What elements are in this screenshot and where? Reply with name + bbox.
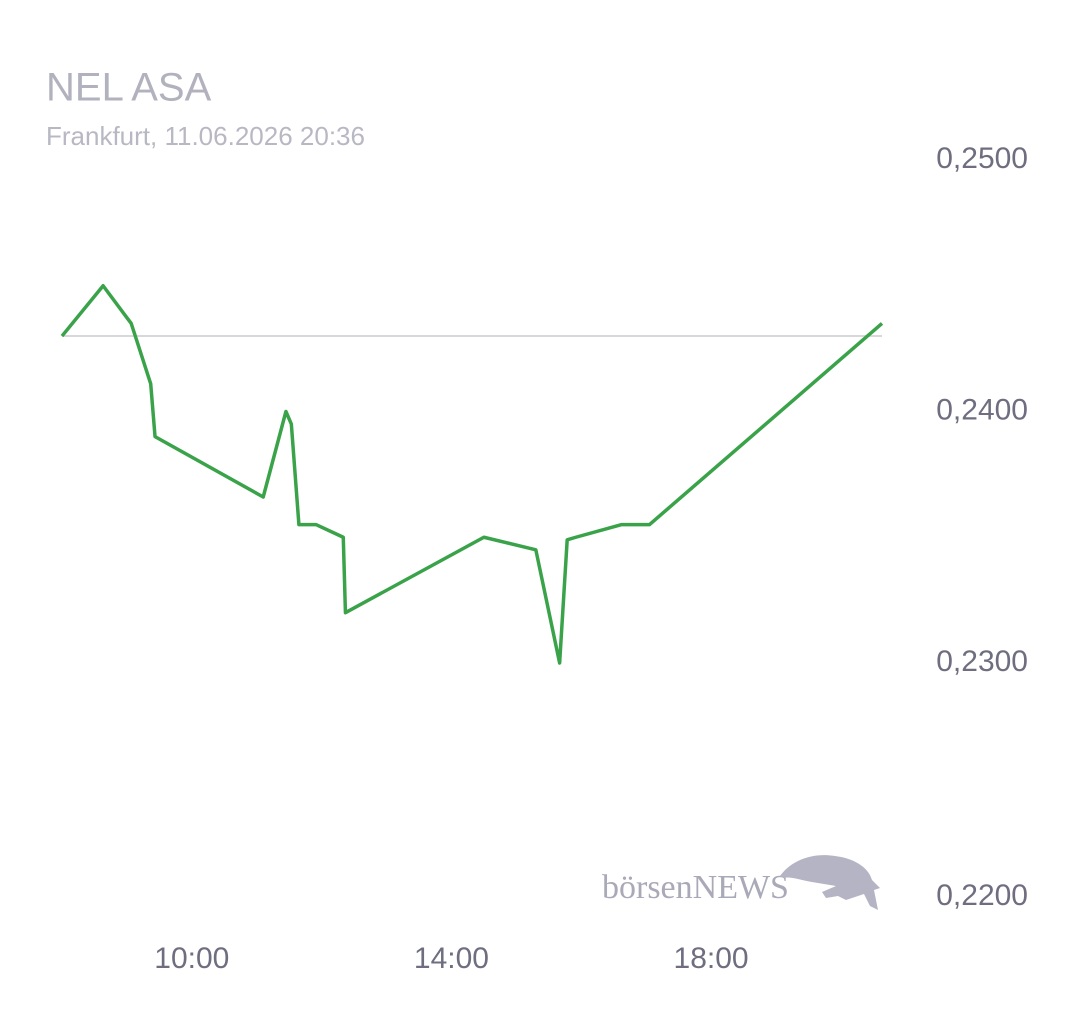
chart-subtitle: Frankfurt, 11.06.2026 20:36 — [46, 121, 365, 151]
chart-title: NEL ASA — [46, 66, 212, 110]
x-tick-label: 14:00 — [414, 942, 489, 975]
x-tick-label: 10:00 — [154, 942, 229, 975]
watermark: börsenNEWS — [602, 855, 880, 910]
bull-icon — [780, 855, 880, 910]
y-tick-label: 0,2400 — [936, 393, 1028, 426]
y-tick-label: 0,2500 — [936, 142, 1028, 175]
watermark-text: börsenNEWS — [602, 869, 789, 906]
y-tick-label: 0,2200 — [936, 879, 1028, 912]
y-tick-label: 0,2300 — [936, 645, 1028, 678]
x-tick-label: 18:00 — [674, 942, 749, 975]
price-line — [60, 284, 884, 665]
